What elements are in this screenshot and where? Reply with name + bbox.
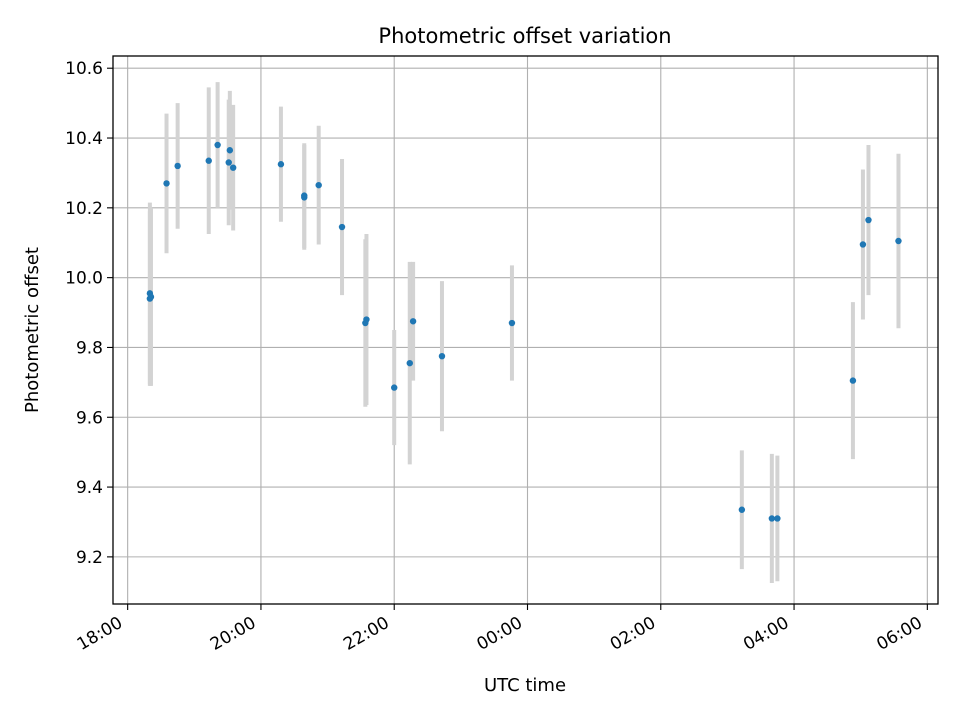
data-point	[315, 181, 322, 189]
grid	[113, 56, 938, 604]
y-axis-ticks: 9.2 9.4 9.6 9.8 10.0 10.2 10.4 10.6	[65, 59, 113, 568]
data-point	[147, 293, 155, 301]
data-point	[391, 384, 398, 391]
data-point	[738, 506, 746, 513]
data-point	[409, 318, 417, 325]
data-point	[301, 192, 308, 199]
data-point	[174, 162, 181, 170]
y-tick-label: 10.6	[65, 59, 103, 79]
data-point	[508, 319, 516, 327]
data-point	[277, 161, 285, 168]
y-tick-label: 9.8	[76, 338, 103, 358]
y-tick-label: 9.2	[76, 548, 103, 568]
data-point	[406, 359, 413, 367]
data-point	[226, 147, 234, 154]
data-point	[849, 377, 857, 384]
data-point	[363, 316, 370, 323]
data-point	[774, 515, 781, 522]
data-point	[225, 159, 232, 166]
data-point	[768, 515, 776, 522]
data-point	[865, 216, 872, 224]
x-axis-label: UTC time	[484, 675, 566, 696]
data-point	[438, 352, 446, 360]
chart-title: Photometric offset variation	[378, 24, 671, 48]
y-tick-label: 9.4	[76, 478, 103, 498]
y-tick-label: 10.0	[65, 269, 103, 289]
y-axis-label: Photometric offset	[22, 247, 43, 413]
y-tick-label: 9.6	[76, 408, 103, 428]
data-point	[163, 180, 170, 187]
data-point	[205, 157, 212, 164]
data-points	[146, 141, 902, 522]
data-point	[338, 223, 346, 231]
y-tick-label: 10.2	[65, 199, 103, 219]
plot-frame	[112, 55, 939, 605]
data-point	[895, 237, 902, 245]
data-point	[229, 164, 237, 171]
y-tick-label: 10.4	[65, 129, 103, 149]
data-point	[859, 241, 867, 248]
data-point	[214, 141, 221, 149]
